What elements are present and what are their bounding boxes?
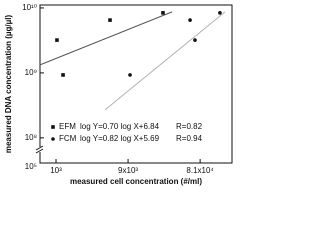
point xyxy=(161,11,165,15)
y-tick-label: 10⁸ xyxy=(25,133,37,142)
fit-line xyxy=(39,11,173,66)
page: measured cell concentration (#/ml) measu… xyxy=(4,3,233,187)
chart: measured cell concentration (#/ml) measu… xyxy=(4,3,233,186)
axis-break xyxy=(35,145,44,151)
y-tick-label: 10¹⁰ xyxy=(22,3,37,12)
point xyxy=(61,73,65,77)
x-tick-label: 9x10³ xyxy=(118,166,138,175)
fit-line xyxy=(104,11,226,111)
y-tick-label: 10⁵ xyxy=(25,162,37,171)
point xyxy=(51,137,55,141)
legend-label: EFM xyxy=(59,122,76,131)
legend-r: R=0.94 xyxy=(176,134,203,143)
x-tick-label: 8.1x10⁴ xyxy=(186,166,214,175)
legend-label: FCM xyxy=(59,134,77,143)
plot-frame xyxy=(39,4,233,164)
point xyxy=(55,38,59,42)
point xyxy=(218,11,222,15)
legend-fit: log Y=0.82 log X+5.69 xyxy=(80,134,160,143)
axis-break xyxy=(35,148,44,154)
point xyxy=(51,125,55,129)
point xyxy=(108,18,112,22)
point xyxy=(188,18,192,22)
legend-fit: log Y=0.70 log X+6.84 xyxy=(80,122,160,131)
y-tick-label: 10⁹ xyxy=(25,68,37,77)
legend-r: R=0.82 xyxy=(176,122,203,131)
point xyxy=(128,73,132,77)
axis-break-gap xyxy=(37,147,43,152)
x-tick-label: 10³ xyxy=(50,166,62,175)
x-axis-title: measured cell concentration (#/ml) xyxy=(70,177,202,186)
y-axis-title: measured DNA concentration (µg/µl) xyxy=(4,15,13,154)
point xyxy=(193,38,197,42)
